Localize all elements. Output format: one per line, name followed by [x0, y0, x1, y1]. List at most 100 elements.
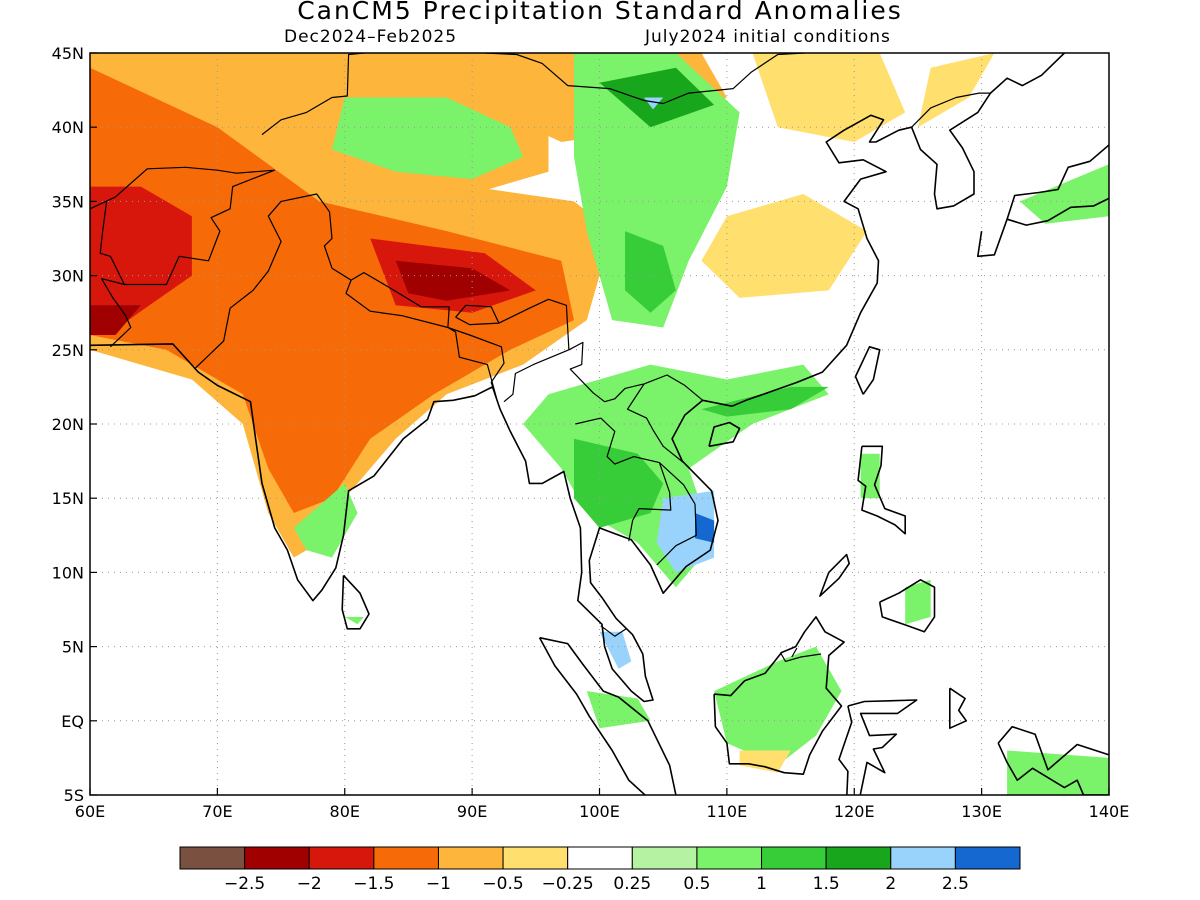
anomaly-region-mindanao-wet: [905, 579, 931, 625]
border-line: [100, 278, 132, 348]
border-line: [99, 201, 126, 286]
coastline: [341, 574, 370, 630]
anomaly-region-vietnam-core: [695, 513, 715, 543]
coastline: [819, 553, 851, 597]
anomaly-region-malaya-wet: [599, 631, 632, 669]
y-tick-label: 5N: [62, 638, 84, 657]
border-line: [261, 53, 371, 136]
colorbar-label: 2.5: [942, 874, 969, 894]
y-tick-label: 45N: [52, 44, 84, 63]
anomaly-region-cambodia-wet: [656, 490, 715, 573]
border-line: [600, 625, 627, 637]
y-tick-label: 40N: [52, 118, 84, 137]
border-line: [656, 462, 697, 566]
country-borders: [90, 53, 991, 663]
anomaly-region-indochina-wet: [523, 364, 829, 588]
coastline: [854, 345, 881, 395]
gridlines: [90, 53, 1109, 795]
coastline: [838, 699, 918, 795]
x-tick-label: 70E: [202, 802, 232, 821]
y-tick-label: 10N: [52, 563, 84, 582]
anomaly-region-japan-wet: [1019, 164, 1109, 224]
colorbar-label: 0.5: [683, 874, 710, 894]
latitude-ticks: 45N 40N 35N 30N 25N 20N 15N 10N 5N EQ 5S: [52, 44, 97, 805]
border-line: [124, 169, 275, 286]
x-tick-label: 90E: [457, 802, 487, 821]
anomaly-region-newguinea-wet: [1007, 750, 1109, 795]
colorbar-label: 0.25: [613, 874, 651, 894]
border-line: [90, 166, 275, 210]
colorbar-swatch: [761, 846, 827, 870]
x-tick-label: 110E: [707, 802, 748, 821]
colorbar-swatch: [696, 846, 763, 870]
anomaly-region-tibet-inner: [395, 260, 511, 301]
colorbar-swatch: [502, 846, 569, 870]
coastline: [878, 578, 936, 633]
border-line: [568, 341, 704, 403]
anomaly-region-borneo-dry: [739, 750, 791, 773]
anomaly-region-srilanka-wet: [344, 616, 364, 625]
x-tick-label: 80E: [330, 802, 360, 821]
x-tick-label: 130E: [961, 802, 1002, 821]
border-line: [791, 647, 798, 658]
anomaly-region-pakistan-core: [90, 305, 141, 335]
chart-title: CanCM5 Precipitation Standard Anomalies: [297, 0, 903, 25]
border-line: [447, 326, 505, 398]
anomaly-region-wide-dry: [90, 67, 574, 514]
border-line: [626, 383, 684, 464]
border-line: [575, 417, 601, 425]
colorbar-label: 1: [756, 874, 767, 894]
colorbar-label: −2.5: [224, 874, 265, 894]
anomaly-region-gobi-spot: [644, 97, 664, 110]
coastline: [997, 725, 1109, 771]
colorbar-label: −1: [426, 874, 451, 894]
border-line: [345, 272, 450, 329]
border-line: [911, 92, 991, 128]
anomaly-region-east-china-dry: [701, 194, 867, 298]
forecast-period: Dec2024–Feb2025: [284, 27, 458, 47]
coastline: [948, 687, 968, 730]
anomaly-region-mongolia-wet: [574, 53, 740, 328]
colorbar-swatch: [179, 846, 246, 870]
coastline: [1006, 197, 1109, 226]
anomaly-region-tarim-wet: [332, 97, 524, 180]
border-line: [779, 652, 822, 663]
border-line: [484, 53, 805, 105]
initial-conditions: July2024 initial conditions: [645, 27, 891, 47]
colorbar-label: −2: [297, 874, 322, 894]
anomaly-region-south-china-core: [701, 386, 829, 417]
colorbar-label: 2: [885, 874, 896, 894]
anomaly-region-afghan-core: [115, 216, 192, 276]
y-tick-label: 25N: [52, 341, 84, 360]
colorbar-swatch: [373, 846, 439, 870]
colorbar-swatch: [631, 846, 698, 870]
anomaly-region-thailand-core: [574, 438, 664, 528]
y-tick-label: 15N: [52, 489, 84, 508]
y-tick-label: 20N: [52, 415, 84, 434]
longitude-ticks: 60E 70E 80E 90E 100E 110E 120E 130E 140E: [75, 788, 1130, 821]
x-tick-label: 140E: [1089, 802, 1130, 821]
colorbar-label: −0.5: [482, 874, 523, 894]
coastline: [708, 421, 741, 448]
colorbar-swatch: [308, 846, 375, 870]
coastline: [538, 636, 677, 795]
anomaly-fields: [90, 53, 1109, 795]
coastline: [857, 445, 907, 535]
y-tick-label: 5S: [64, 786, 84, 805]
colorbar-swatch: [825, 846, 892, 870]
coastlines: [90, 53, 1109, 795]
anomaly-region-sichuan-core: [625, 231, 676, 313]
anomaly-region-korea-dry: [917, 53, 995, 128]
y-tick-label: EQ: [61, 712, 84, 731]
colorbar-label: 1.5: [813, 874, 840, 894]
coastline: [976, 144, 1109, 258]
border-line: [193, 193, 352, 370]
colorbar: −2.5 −2 −1.5 −1 −0.5 −0.25 0.25 0.5 1 1.5 2 2.5: [179, 846, 1021, 894]
x-tick-label: 120E: [834, 802, 875, 821]
colorbar-swatch: [244, 846, 310, 870]
colorbar-swatch: [567, 846, 633, 870]
y-tick-label: 35N: [52, 192, 84, 211]
colorbar-swatch: [954, 846, 1021, 870]
y-tick-label: 30N: [52, 267, 84, 286]
